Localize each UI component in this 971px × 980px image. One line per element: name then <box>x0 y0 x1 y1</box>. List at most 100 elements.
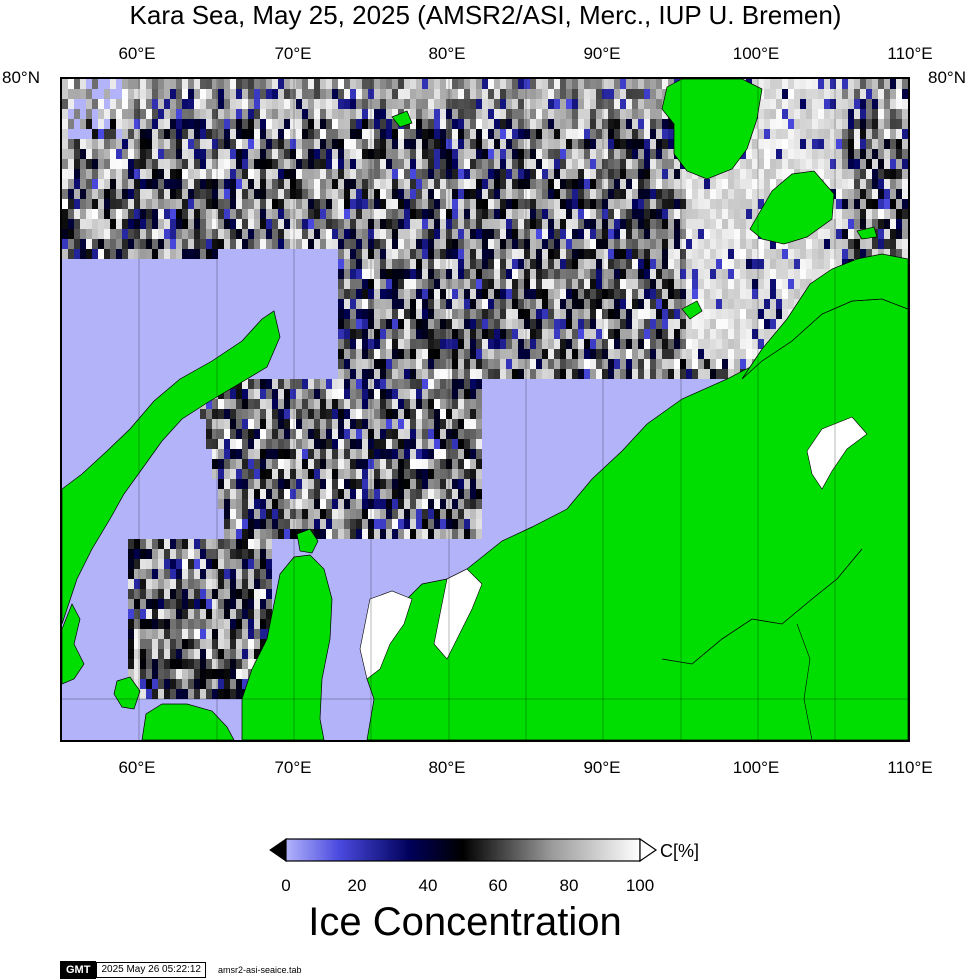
ice-cell <box>254 79 260 89</box>
ice-cell <box>770 169 776 179</box>
ice-cell <box>188 639 194 649</box>
ice-cell <box>650 279 656 289</box>
ice-cell <box>626 139 632 149</box>
ice-cell <box>248 539 254 549</box>
ice-cell <box>350 119 356 129</box>
ice-cell <box>596 219 602 229</box>
ice-cell <box>464 379 470 389</box>
ice-cell <box>500 139 506 149</box>
ice-cell <box>506 369 512 379</box>
ice-cell <box>608 289 614 299</box>
ice-cell <box>410 409 416 419</box>
ice-cell <box>452 459 458 469</box>
colorbar-tick-20: 20 <box>347 876 367 895</box>
ice-cell <box>272 179 278 189</box>
ice-cell <box>122 119 128 129</box>
ice-cell <box>518 369 524 379</box>
ice-cell <box>614 79 620 89</box>
ice-cell <box>632 199 638 209</box>
ice-cell <box>752 229 758 239</box>
ice-cell <box>836 159 842 169</box>
ice-cell <box>716 269 722 279</box>
ice-cell <box>572 149 578 159</box>
ice-cell <box>836 179 842 189</box>
ice-cell <box>410 79 416 89</box>
ice-cell <box>674 179 680 189</box>
ice-cell <box>320 139 326 149</box>
ice-cell <box>716 339 722 349</box>
ice-cell <box>428 489 434 499</box>
ice-cell <box>590 249 596 259</box>
ice-cell <box>830 119 836 129</box>
ice-cell <box>362 289 368 299</box>
ice-cell <box>518 249 524 259</box>
ice-cell <box>398 299 404 309</box>
ice-cell <box>542 199 548 209</box>
ice-cell <box>602 89 608 99</box>
ice-cell <box>494 249 500 259</box>
ice-cell <box>434 399 440 409</box>
ice-cell <box>212 419 218 429</box>
ice-cell <box>722 319 728 329</box>
ice-cell <box>746 329 752 339</box>
ice-cell <box>620 349 626 359</box>
ice-cell <box>284 419 290 429</box>
ice-cell <box>482 179 488 189</box>
ice-cell <box>422 509 428 519</box>
ice-cell <box>272 439 278 449</box>
ice-cell <box>410 509 416 519</box>
ice-cell <box>800 119 806 129</box>
ice-cell <box>716 189 722 199</box>
ice-cell <box>260 519 266 529</box>
ice-cell <box>824 249 830 259</box>
ice-cell <box>494 139 500 149</box>
ice-cell <box>488 169 494 179</box>
ice-cell <box>206 689 212 699</box>
ice-cell <box>470 389 476 399</box>
ice-cell <box>812 79 818 89</box>
ice-cell <box>302 229 308 239</box>
ice-cell <box>482 159 488 169</box>
ice-cell <box>794 239 800 249</box>
ice-cell <box>470 179 476 189</box>
ice-cell <box>350 439 356 449</box>
ice-cell <box>818 99 824 109</box>
ice-cell <box>272 139 278 149</box>
ice-cell <box>122 249 128 259</box>
ice-cell <box>212 209 218 219</box>
ice-cell <box>644 159 650 169</box>
ice-cell <box>224 89 230 99</box>
ice-cell <box>464 459 470 469</box>
ice-cell <box>752 329 758 339</box>
ice-cell <box>770 279 776 289</box>
ice-cell <box>380 229 386 239</box>
ice-cell <box>224 239 230 249</box>
ice-cell <box>788 239 794 249</box>
ice-cell <box>866 149 872 159</box>
ice-cell <box>878 189 884 199</box>
ice-cell <box>590 229 596 239</box>
ice-cell <box>602 239 608 249</box>
ice-cell <box>152 149 158 159</box>
ice-cell <box>836 249 842 259</box>
ice-cell <box>230 619 236 629</box>
ice-cell <box>218 469 224 479</box>
ice-cell <box>356 229 362 239</box>
ice-cell <box>824 149 830 159</box>
ice-cell <box>620 319 626 329</box>
ice-cell <box>164 629 170 639</box>
ice-cell <box>704 289 710 299</box>
ice-cell <box>674 279 680 289</box>
ice-cell <box>230 559 236 569</box>
ice-cell <box>590 299 596 309</box>
ice-cell <box>152 189 158 199</box>
ice-cell <box>662 79 668 89</box>
ice-cell <box>206 99 212 109</box>
ice-cell <box>902 219 908 229</box>
ice-cell <box>590 269 596 279</box>
ice-cell <box>506 79 512 89</box>
ice-cell <box>170 169 176 179</box>
ice-cell <box>254 579 260 589</box>
ice-cell <box>290 509 296 519</box>
ice-cell <box>200 229 206 239</box>
